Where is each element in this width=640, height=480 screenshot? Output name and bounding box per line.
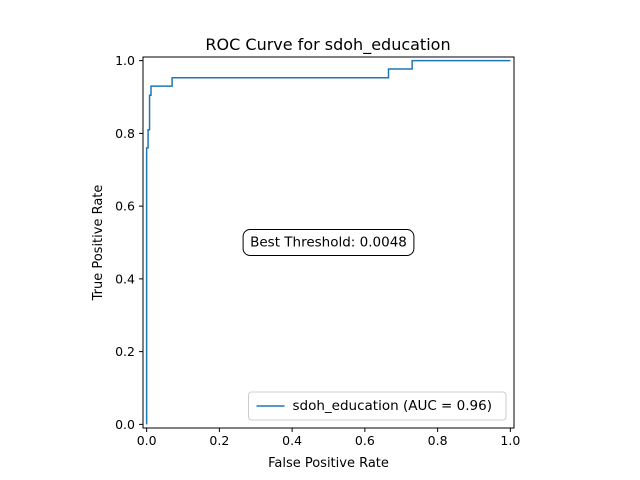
best-threshold-annotation: Best Threshold: 0.0048 (242, 229, 415, 256)
y-tick-label: 0.6 (115, 199, 135, 214)
y-tick-label: 0.2 (115, 344, 135, 359)
x-tick-label: 0.4 (282, 433, 302, 448)
x-tick-label: 0.8 (428, 433, 448, 448)
axes-frame (142, 56, 515, 429)
y-axis-label: True Positive Rate (91, 185, 106, 302)
chart-title: ROC Curve for sdoh_education (205, 35, 450, 55)
annotation-box (242, 229, 415, 256)
x-tick-label: 0.0 (137, 433, 157, 448)
x-tick-label: 0.2 (209, 433, 229, 448)
x-axis-label: False Positive Rate (268, 456, 389, 471)
legend-box (248, 391, 507, 421)
y-tick-label: 1.0 (115, 53, 135, 68)
legend-entry: sdoh_education (AUC = 0.96) (293, 398, 492, 414)
plot-area (145, 59, 511, 425)
y-tick-label: 0.4 (115, 271, 135, 286)
y-tick-label: 0.8 (115, 126, 135, 141)
axis-ticks: 0.0 0.2 0.4 0.6 0.8 1.0 0.0 0.2 0.4 0.6 0.8 1.0 (115, 53, 520, 448)
annotation-text: Best Threshold: 0.0048 (250, 235, 407, 251)
roc-curve-line (145, 59, 511, 425)
legend: sdoh_education (AUC = 0.96) (248, 391, 507, 421)
x-tick-label: 1.0 (500, 433, 520, 448)
y-tick-label: 0.0 (115, 417, 135, 432)
x-tick-label: 0.6 (355, 433, 375, 448)
